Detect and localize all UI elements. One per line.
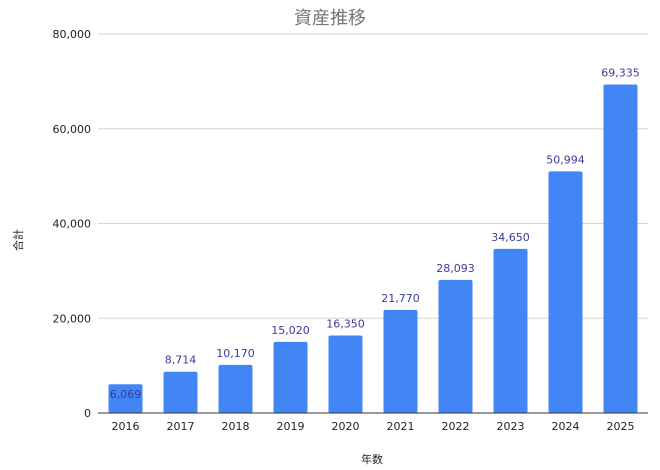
- x-tick-label: 2016: [112, 420, 140, 433]
- bar-2016: [108, 384, 143, 413]
- bar-2024: [548, 171, 583, 413]
- bar-2023: [493, 248, 528, 413]
- bars: [108, 84, 638, 413]
- data-label: 8,714: [165, 354, 197, 367]
- data-label: 16,350: [326, 318, 365, 331]
- x-tick-label: 2017: [167, 420, 195, 433]
- x-axis-ticks: 2016 2017 2018 2019 2020 2021 2022 2023 2024 2025: [112, 420, 635, 433]
- x-tick-label: 2022: [442, 420, 470, 433]
- x-tick-label: 2018: [222, 420, 250, 433]
- y-tick-label: 40,000: [53, 218, 92, 231]
- y-tick-label: 80,000: [53, 28, 92, 41]
- data-label: 21,770: [381, 292, 420, 305]
- bar-2017: [163, 371, 198, 413]
- data-label: 6,069: [110, 388, 142, 401]
- data-label: 50,994: [546, 153, 585, 166]
- data-label: 28,093: [436, 262, 475, 275]
- x-tick-label: 2019: [277, 420, 305, 433]
- y-tick-label: 0: [84, 407, 91, 420]
- bar-2019: [273, 341, 308, 413]
- bar-2021: [383, 309, 418, 413]
- bar-2025: [603, 84, 638, 413]
- y-tick-label: 20,000: [53, 312, 92, 325]
- y-axis-title: 合計: [11, 229, 25, 251]
- data-label: 69,335: [601, 67, 640, 80]
- bar-2020: [328, 335, 363, 413]
- data-label: 34,650: [491, 231, 530, 244]
- x-tick-label: 2025: [607, 420, 635, 433]
- x-tick-label: 2021: [387, 420, 415, 433]
- chart-title: 資産推移: [294, 8, 366, 29]
- data-labels: 6,069 8,714 10,170 15,020 16,350 21,770 28,093…: [110, 67, 640, 402]
- x-tick-label: 2024: [552, 420, 580, 433]
- bar-2022: [438, 279, 473, 413]
- y-tick-label: 60,000: [53, 123, 92, 136]
- x-tick-label: 2020: [332, 420, 360, 433]
- data-label: 10,170: [216, 347, 255, 360]
- y-axis-ticks: 0 20,000 40,000 60,000 80,000: [53, 28, 92, 420]
- x-tick-label: 2023: [497, 420, 525, 433]
- bar-2018: [218, 364, 253, 413]
- x-axis-title: 年数: [361, 452, 383, 466]
- data-label: 15,020: [271, 324, 310, 337]
